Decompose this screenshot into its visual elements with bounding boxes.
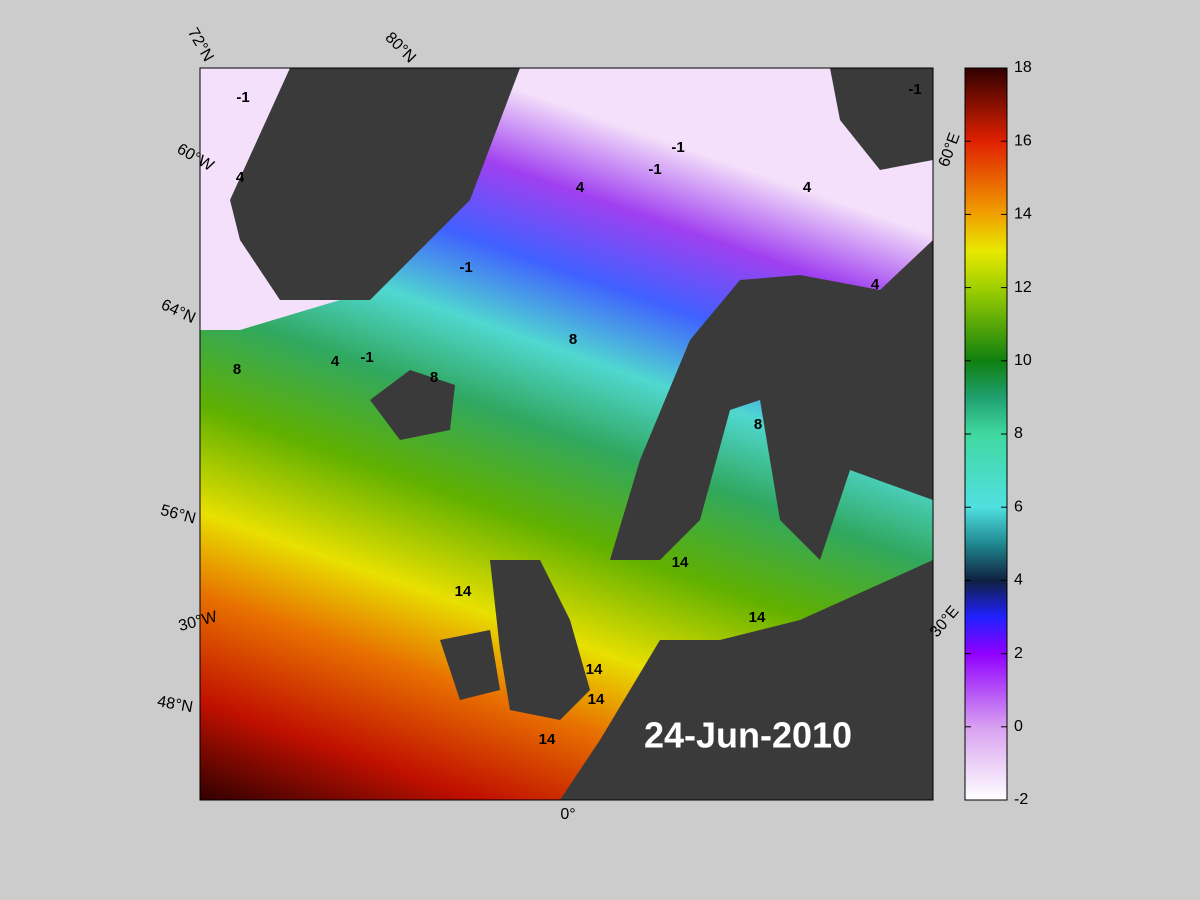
contour-label: 14 [749,609,766,626]
great-britain [490,560,590,720]
contour-label: 14 [588,691,605,708]
iceland [370,370,455,440]
contour-label: 14 [539,731,556,748]
contour-label: -1 [236,89,249,106]
contour-label: -1 [360,349,373,366]
date-label: 24-Jun-2010 [644,715,852,756]
greenland [230,68,520,300]
colorbar-tick-label: 4 [1014,572,1023,589]
scandinavia [610,240,933,560]
contour-label: 8 [233,361,241,378]
colorbar-tick-label: 14 [1014,206,1032,223]
contour-label: 14 [672,554,689,571]
contour-label: -1 [908,81,921,98]
contour-label: -1 [648,161,661,178]
map [200,68,933,800]
contour-label: 4 [871,276,880,293]
colorbar-tick-label: 6 [1014,498,1023,515]
contour-label: 4 [236,169,245,186]
contour-label: 14 [586,661,603,678]
colorbar-tick-label: 2 [1014,645,1023,662]
graticule-label: 56°N [159,502,198,528]
contour-label: 4 [331,353,340,370]
contour-label: 8 [754,416,762,433]
contour-label: 8 [430,369,438,386]
ireland [440,630,500,700]
colorbar-tick-label: 12 [1014,279,1032,296]
graticule-label: 72°N [184,25,217,64]
continent [560,560,933,800]
map-frame [199,67,934,801]
contour-label: 4 [803,179,812,196]
contour-label: -1 [671,139,684,156]
contour-label: 8 [569,331,577,348]
colorbar-tick-label: -2 [1014,791,1028,808]
graticule-label: 64°N [158,296,198,327]
graticule-label: 48°N [156,693,194,716]
colorbar-tick-label: 8 [1014,425,1023,442]
graticule-label: 60°E [936,131,964,170]
colorbar-tick-label: 16 [1014,132,1032,149]
contour-label: 14 [455,583,472,600]
colorbar-tick-label: 10 [1014,352,1032,369]
colorbar-tick-label: 0 [1014,718,1023,735]
novaya-zemlya [830,68,933,170]
contour-label: 4 [576,179,585,196]
graticule-label: 80°N [382,29,419,66]
colorbar [964,67,1008,801]
colorbar-tick-label: 18 [1014,59,1032,76]
graticule-label: 0° [560,806,575,823]
contour-label: -1 [459,259,472,276]
